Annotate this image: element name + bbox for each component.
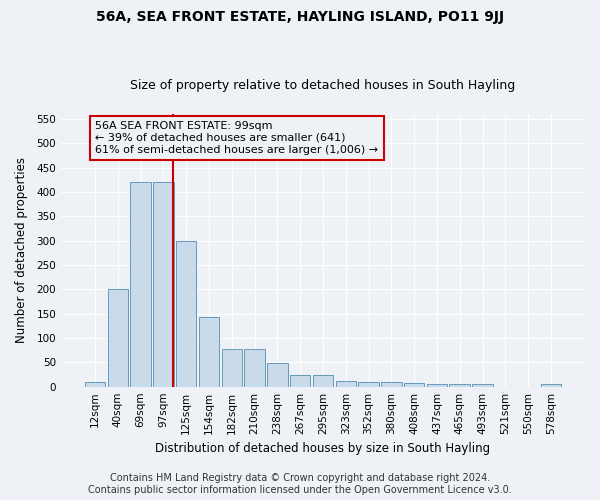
- Bar: [313, 375, 333, 386]
- Bar: [176, 240, 196, 386]
- Bar: [267, 364, 287, 386]
- Text: Contains HM Land Registry data © Crown copyright and database right 2024.
Contai: Contains HM Land Registry data © Crown c…: [88, 474, 512, 495]
- Bar: [221, 349, 242, 387]
- Bar: [85, 382, 105, 386]
- Y-axis label: Number of detached properties: Number of detached properties: [15, 158, 28, 344]
- Bar: [130, 182, 151, 386]
- Text: 56A SEA FRONT ESTATE: 99sqm
← 39% of detached houses are smaller (641)
61% of se: 56A SEA FRONT ESTATE: 99sqm ← 39% of det…: [95, 122, 379, 154]
- Bar: [404, 383, 424, 386]
- Bar: [541, 384, 561, 386]
- Bar: [335, 381, 356, 386]
- Bar: [107, 290, 128, 386]
- Bar: [153, 182, 173, 386]
- Bar: [199, 317, 219, 386]
- Text: 56A, SEA FRONT ESTATE, HAYLING ISLAND, PO11 9JJ: 56A, SEA FRONT ESTATE, HAYLING ISLAND, P…: [96, 10, 504, 24]
- Bar: [427, 384, 447, 386]
- Bar: [472, 384, 493, 386]
- Bar: [244, 349, 265, 387]
- Bar: [358, 382, 379, 386]
- Bar: [449, 384, 470, 386]
- Bar: [381, 382, 401, 386]
- Title: Size of property relative to detached houses in South Hayling: Size of property relative to detached ho…: [130, 79, 515, 92]
- Bar: [290, 375, 310, 386]
- X-axis label: Distribution of detached houses by size in South Hayling: Distribution of detached houses by size …: [155, 442, 491, 455]
